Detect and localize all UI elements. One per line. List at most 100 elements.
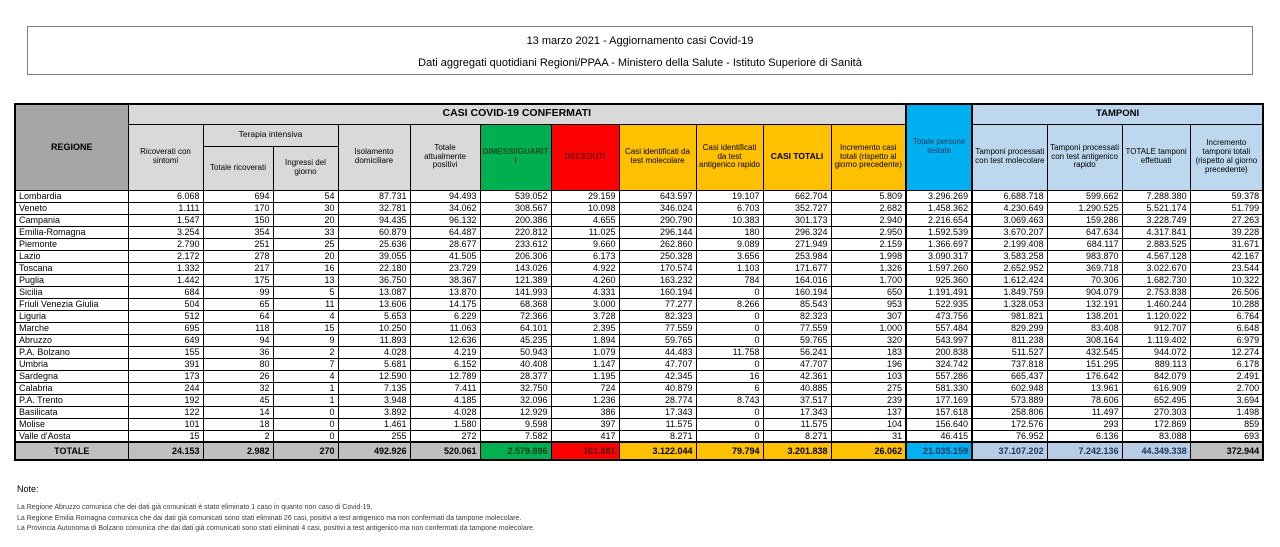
cell-value: 643.597: [618, 189, 697, 203]
table-row: Friuli Venezia Giulia 504 65 11 13.606 14.175…: [14, 297, 1264, 311]
cell-value: 64: [202, 309, 274, 323]
cell-value: 1.682.730: [1121, 273, 1191, 287]
cell-value: 83.408: [1046, 321, 1123, 335]
cell-value: 581.330: [905, 381, 974, 395]
cell-value: 695: [127, 321, 204, 335]
cell-region: Valle d'Aosta: [14, 429, 129, 443]
total-cell-value: 2.982: [202, 441, 274, 461]
table-row: P.A. Trento 192 45 1 3.948 4.185 32.096 1.236 28…: [14, 393, 1264, 407]
cell-region: Veneto: [14, 201, 129, 215]
cell-value: 889.113: [1121, 357, 1191, 371]
cell-value: 473.756: [905, 309, 974, 323]
header-attualmente-positivi: Totale attualmente positivi: [409, 123, 481, 191]
cell-value: 3.069.463: [971, 213, 1048, 227]
cell-value: 432.545: [1046, 345, 1123, 359]
cell-value: 6.688.718: [971, 189, 1048, 203]
table-row: Piemonte 2.790 251 25 25.636 28.677 233.612 9.6…: [14, 237, 1264, 251]
cell-value: 14.175: [409, 297, 481, 311]
cell-value: 60.879: [337, 225, 411, 239]
table-row: Abruzzo 649 94 9 11.893 12.636 45.235 1.894 59.7…: [14, 333, 1264, 347]
cell-value: 512: [127, 309, 204, 323]
cell-value: 13.870: [409, 285, 481, 299]
table-body: Lombardia 6.068 694 54 87.731 94.493 539.052 29…: [14, 189, 1264, 461]
cell-value: 176.642: [1046, 369, 1123, 383]
cell-value: 3.728: [550, 309, 620, 323]
cell-value: 1.366.697: [905, 237, 974, 251]
cell-value: 41.505: [409, 249, 481, 263]
covid-data-table: REGIONE CASI COVID-19 CONFERMATI Totale …: [14, 103, 1265, 461]
cell-value: 11.063: [409, 321, 481, 335]
cell-value: 2.700: [1189, 381, 1264, 395]
cell-value: 650: [830, 285, 907, 299]
cell-value: 3.694: [1189, 393, 1264, 407]
cell-region: Basilicata: [14, 405, 129, 419]
cell-value: 11.575: [618, 417, 697, 431]
cell-value: 1.103: [695, 261, 764, 275]
cell-value: 6.648: [1189, 321, 1264, 335]
total-cell-value: 520.061: [409, 441, 481, 461]
cell-region: Marche: [14, 321, 129, 335]
cell-value: 253.984: [762, 249, 832, 263]
table-row: Emilia-Romagna 3.254 354 33 60.879 64.487 220.…: [14, 225, 1264, 239]
cell-value: 346.024: [618, 201, 697, 215]
cell-value: 3.090.317: [905, 249, 974, 263]
cell-value: 5.681: [337, 357, 411, 371]
table-row: Basilicata 122 14 0 3.892 4.028 12.929 386 17.34…: [14, 405, 1264, 419]
cell-value: 217: [202, 261, 274, 275]
cell-value: 352.727: [762, 201, 832, 215]
cell-value: 3.670.207: [971, 225, 1048, 239]
cell-value: 2.940: [830, 213, 907, 227]
cell-value: 46.415: [905, 429, 974, 443]
cell-value: 180: [695, 225, 764, 239]
total-cell-value: 44.349.338: [1121, 441, 1191, 461]
cell-value: 842.079: [1121, 369, 1191, 383]
cell-value: 275: [830, 381, 907, 395]
total-cell-value: 3.201.838: [762, 441, 832, 461]
cell-value: 1.580: [409, 417, 481, 431]
cell-value: 511.527: [971, 345, 1048, 359]
table-row: P.A. Bolzano 155 36 2 4.028 4.219 50.943 1.079 4…: [14, 345, 1264, 359]
cell-value: 391: [127, 357, 204, 371]
cell-value: 150: [202, 213, 274, 227]
cell-value: 693: [1189, 429, 1264, 443]
cell-value: 944.072: [1121, 345, 1191, 359]
cell-value: 12.636: [409, 333, 481, 347]
cell-value: 40.879: [618, 381, 697, 395]
table-row: Liguria 512 64 4 5.653 6.229 72.366 3.728 82.323…: [14, 309, 1264, 323]
cell-value: 141.993: [479, 285, 552, 299]
cell-value: 0: [695, 405, 764, 419]
cell-value: 20: [272, 249, 339, 263]
cell-value: 220.812: [479, 225, 552, 239]
cell-value: 28.677: [409, 237, 481, 251]
cell-value: 206.306: [479, 249, 552, 263]
cell-value: 87.731: [337, 189, 411, 203]
cell-value: 64.101: [479, 321, 552, 335]
cell-value: 3.254: [127, 225, 204, 239]
cell-value: 196: [830, 357, 907, 371]
cell-region: Puglia: [14, 273, 129, 287]
cell-value: 96.132: [409, 213, 481, 227]
cell-value: 85.543: [762, 297, 832, 311]
cell-region: Molise: [14, 417, 129, 431]
cell-value: 77.559: [762, 321, 832, 335]
cell-value: 239: [830, 393, 907, 407]
cell-value: 12.590: [337, 369, 411, 383]
cell-value: 72.366: [479, 309, 552, 323]
cell-value: 15: [127, 429, 204, 443]
cell-value: 137: [830, 405, 907, 419]
cell-value: 25: [272, 237, 339, 251]
cell-value: 13.087: [337, 285, 411, 299]
cell-value: 6.136: [1046, 429, 1123, 443]
cell-value: 9: [272, 333, 339, 347]
table-row: Marche 695 118 15 10.250 11.063 64.101 2.395 77.…: [14, 321, 1264, 335]
cell-value: 2.652.952: [971, 261, 1048, 275]
header-casi-antigenico: Casi identificati da test antigenico rap…: [695, 123, 764, 191]
cell-value: 662.704: [762, 189, 832, 203]
cell-value: 557.286: [905, 369, 974, 383]
cell-value: 8.266: [695, 297, 764, 311]
cell-value: 32.096: [479, 393, 552, 407]
cell-value: 3.000: [550, 297, 620, 311]
note-line: La Regione Abruzzo comunica che dei dati…: [17, 504, 373, 511]
cell-value: 522.935: [905, 297, 974, 311]
header-group-confermati: CASI COVID-19 CONFERMATI: [127, 103, 907, 125]
